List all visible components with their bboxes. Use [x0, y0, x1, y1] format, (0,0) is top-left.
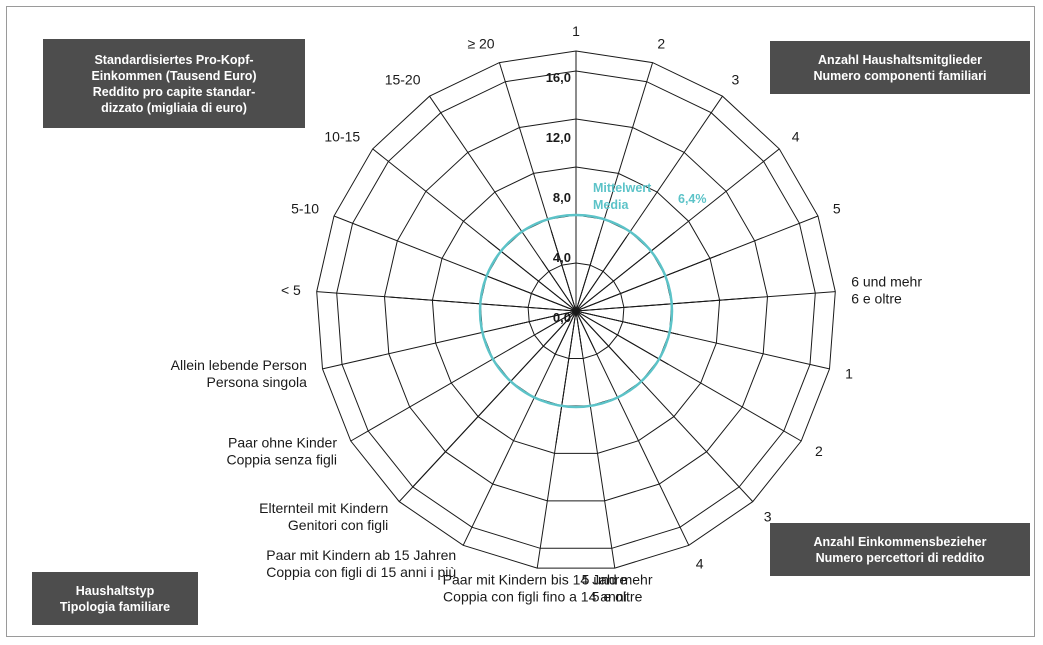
members-title-line: Anzahl Haushaltsmitglieder [818, 52, 982, 67]
mean-label-it: Media [593, 198, 629, 212]
series-point-spoke [505, 310, 577, 328]
category-label: 4 [696, 555, 704, 571]
category-label: Paar mit Kindern ab 15 Jahren [266, 547, 456, 563]
series-point-spoke [487, 240, 577, 312]
series-point-spoke [575, 310, 583, 350]
income-title-line: dizzato (migliaia di euro) [101, 100, 247, 115]
category-label: ≥ 20 [467, 35, 494, 51]
category-label: 6 und mehr [851, 274, 922, 290]
mean-value-label: 6,4% [678, 192, 707, 206]
series-point-spoke [575, 310, 596, 351]
income-title-box: Standardisiertes Pro-Kopf- Einkommen (Ta… [43, 39, 305, 128]
category-label: 5-10 [291, 201, 319, 217]
series-point-spoke [553, 310, 577, 358]
income-title-line: Standardisiertes Pro-Kopf- [94, 52, 254, 67]
category-label: 2 [657, 35, 665, 51]
category-label: 3 [764, 508, 772, 524]
radial-tick-label: 0,0 [553, 310, 571, 325]
type-title-box: Haushaltstyp Tipologia familiare [32, 572, 198, 625]
series-point-spoke [541, 261, 577, 312]
series-point-spoke [479, 272, 577, 312]
members-title-box: Anzahl Haushaltsmitglieder Numero compon… [770, 41, 1030, 94]
category-label: Paar mit Kindern bis 14 Jahre [443, 571, 628, 587]
radial-tick-label: 4,0 [553, 250, 571, 265]
category-label: 5 und mehr [582, 571, 653, 587]
series-point-spoke [575, 236, 600, 312]
series-point-spoke [575, 310, 669, 365]
category-label: Allein lebende Person [171, 357, 307, 373]
radial-tick-labels: 0,0 4,0 8,0 12,0 16,0 [546, 70, 571, 325]
category-label: 5 [833, 201, 841, 217]
category-label: 15-20 [385, 72, 421, 88]
series-point-spoke [575, 310, 634, 373]
category-label: Genitori con figli [288, 517, 388, 533]
category-label: 1 [845, 365, 853, 381]
category-label: 4 [792, 128, 800, 144]
category-label: Coppia con figli di 15 anni i più [266, 564, 456, 580]
category-label: Elternteil mit Kindern [259, 500, 388, 516]
category-label: Persona singola [206, 374, 307, 390]
series-point-spoke [575, 232, 675, 312]
members-title-line: Numero componenti familiari [813, 68, 987, 83]
series-point-spoke [575, 236, 628, 312]
category-label: 10-15 [324, 128, 360, 144]
category-label: 6 e oltre [851, 291, 902, 307]
earners-title-line: Anzahl Einkommensbezieher [813, 534, 987, 549]
category-label: 3 [732, 72, 740, 88]
category-label: 2 [815, 443, 823, 459]
series-point-spoke [575, 253, 722, 312]
type-title-line: Haushaltstyp [75, 583, 155, 598]
mean-circle [478, 213, 674, 409]
grid-ring [431, 166, 721, 454]
series-point-spoke [575, 297, 756, 312]
income-title-line: Einkommen (Tausend Euro) [91, 68, 257, 83]
category-label: 1 [572, 23, 580, 39]
series-point-spoke [536, 310, 577, 334]
series-point-spoke [555, 310, 577, 445]
category-label: Paar ohne Kinder [228, 435, 337, 451]
grid-ring [336, 70, 816, 549]
mean-circle-group: Mittelwert Media 6,4% [478, 181, 707, 409]
radar-spoke [575, 310, 616, 569]
category-label: Coppia con figli fino a 14 anni [443, 588, 627, 604]
grid-ring [383, 118, 769, 502]
series-point-spoke [575, 310, 679, 335]
series-point-spoke [412, 310, 577, 488]
earners-title-line: Numero percettori di reddito [815, 550, 985, 565]
grid-ring [527, 262, 625, 359]
type-title-line: Tipologia familiare [59, 599, 171, 614]
series-point-spoke [388, 296, 577, 312]
mean-label-de: Mittelwert [593, 181, 652, 195]
grid-ring [316, 50, 836, 569]
category-label: 5 e oltre [592, 588, 643, 604]
series-point-spoke [550, 230, 577, 312]
income-title-line: Reddito pro capite standar- [92, 84, 256, 99]
category-label: Coppia senza figli [226, 452, 337, 468]
category-label: < 5 [281, 282, 301, 298]
earners-title-box: Anzahl Einkommensbezieher Numero percett… [770, 523, 1030, 576]
radial-tick-label: 16,0 [546, 70, 571, 85]
radar-series [388, 204, 756, 488]
radial-tick-label: 8,0 [553, 190, 571, 205]
radial-tick-label: 12,0 [546, 130, 571, 145]
